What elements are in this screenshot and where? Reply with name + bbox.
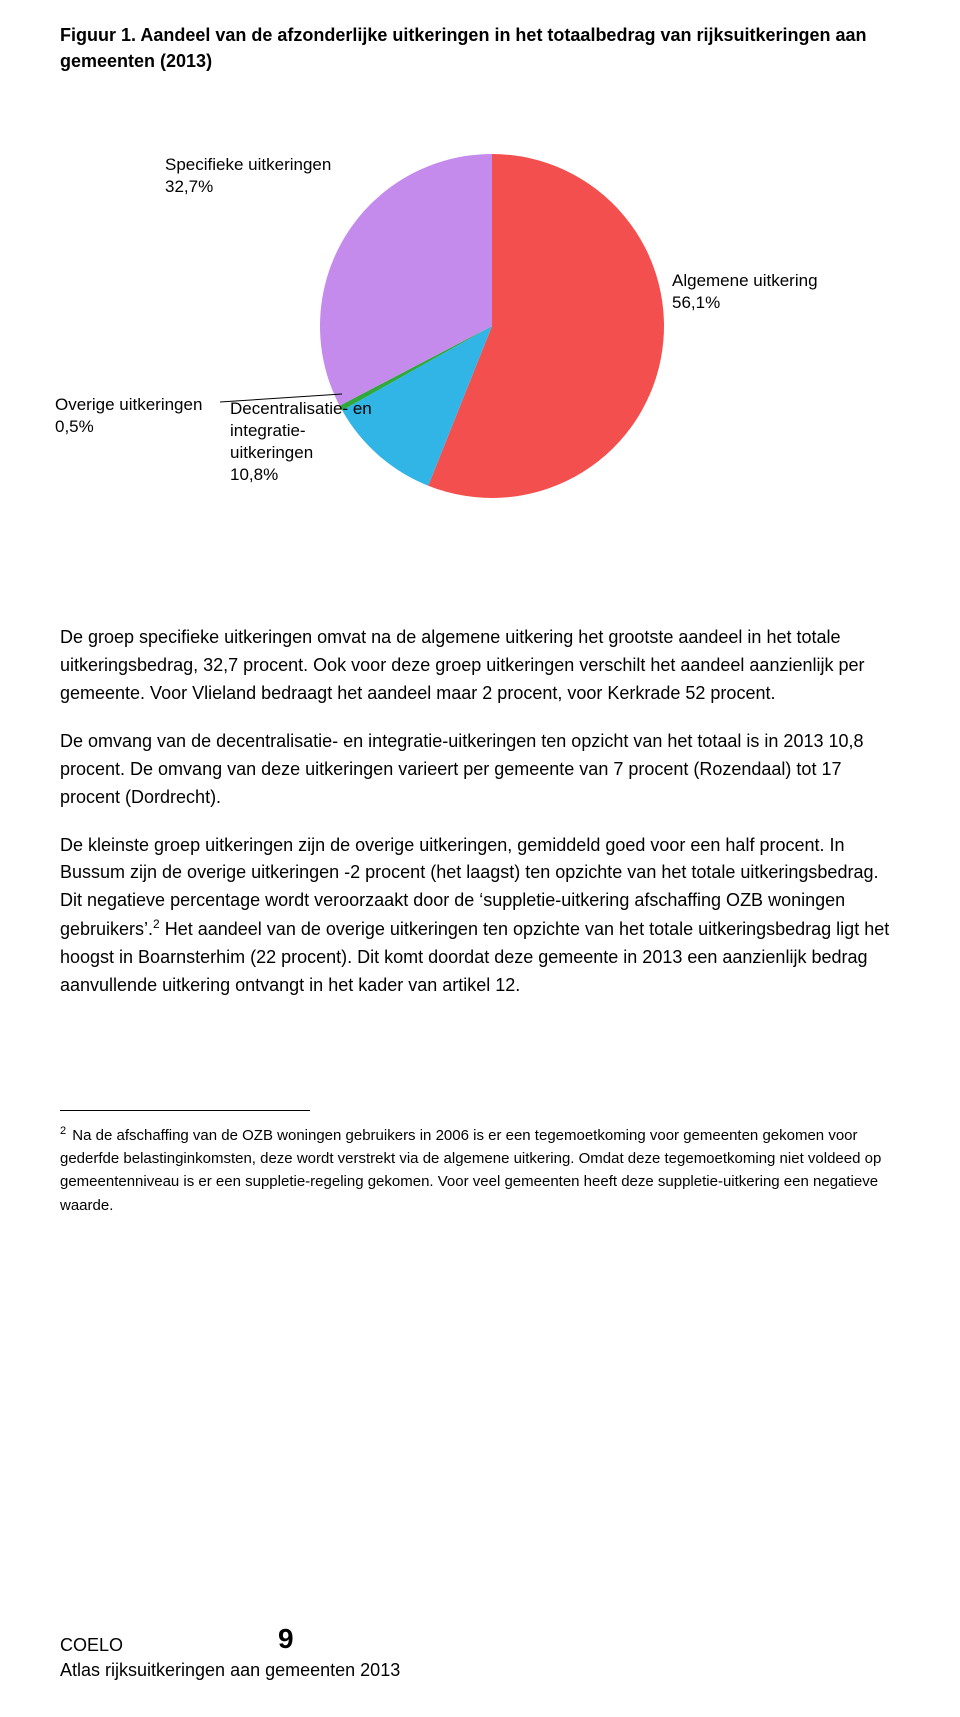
figure-caption: Aandeel van de afzonderlijke uitkeringen… <box>60 25 867 71</box>
footnote-rule <box>60 1110 310 1111</box>
callout-line <box>60 114 900 554</box>
page: Figuur 1. Aandeel van de afzonderlijke u… <box>0 0 960 1717</box>
page-number: 9 <box>278 1619 294 1658</box>
footer-org: COELO <box>60 1635 123 1655</box>
footer-title: Atlas rijksuitkeringen aan gemeenten 201… <box>60 1658 900 1683</box>
footnote-ref-2: 2 <box>153 917 160 931</box>
body-text: De groep specifieke uitkeringen omvat na… <box>60 624 900 1000</box>
paragraph-3b: Het aandeel van de overige uitkeringen t… <box>60 919 889 995</box>
figure-title: Figuur 1. Aandeel van de afzonderlijke u… <box>60 22 900 74</box>
figure-label: Figuur 1. <box>60 25 136 45</box>
footer: COELO 9 Atlas rijksuitkeringen aan gemee… <box>60 1619 900 1683</box>
footer-line-1: COELO 9 <box>60 1619 900 1658</box>
footnote: 2 Na de afschaffing van de OZB woningen … <box>60 1123 900 1217</box>
paragraph-3: De kleinste groep uitkeringen zijn de ov… <box>60 832 900 1000</box>
pie-chart: Specifieke uitkeringen 32,7% Algemene ui… <box>60 114 900 554</box>
paragraph-1: De groep specifieke uitkeringen omvat na… <box>60 624 900 708</box>
footnote-marker: 2 <box>60 1125 66 1137</box>
footnote-text: Na de afschaffing van de OZB woningen ge… <box>60 1127 881 1214</box>
paragraph-2: De omvang van de decentralisatie- en int… <box>60 728 900 812</box>
